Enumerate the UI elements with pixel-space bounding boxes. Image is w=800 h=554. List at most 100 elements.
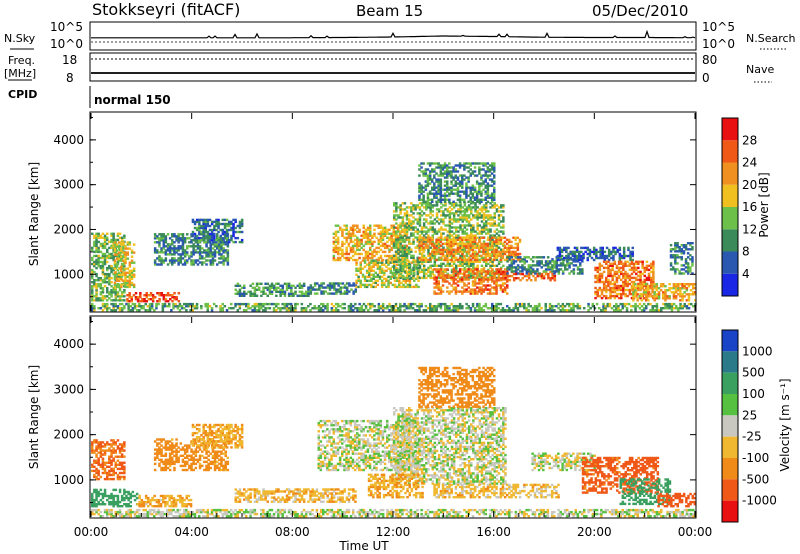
power-cell: [607, 282, 610, 286]
power-cell: [611, 290, 614, 294]
power-cell: [309, 288, 313, 291]
power-cell: [640, 299, 644, 302]
power-cell: [457, 264, 460, 267]
power-cell: [471, 238, 475, 242]
power-cell: [503, 240, 507, 244]
power-cell: [439, 272, 443, 275]
power-cell: [425, 230, 428, 233]
power-cell: [566, 268, 569, 271]
power-cell: [401, 234, 404, 237]
power-cell: [95, 260, 98, 264]
power-cell: [415, 277, 418, 280]
power-cell: [478, 248, 481, 252]
power-cell: [440, 226, 443, 229]
power-cell: [196, 237, 200, 240]
power-cell: [164, 239, 168, 242]
power-cell: [469, 240, 472, 244]
power-cell: [332, 258, 336, 262]
power-cell: [486, 278, 490, 281]
power-cell: [183, 241, 187, 244]
power-cell: [429, 266, 432, 270]
power-cell: [358, 242, 361, 246]
power-cell: [493, 182, 496, 185]
power-cell: [488, 174, 492, 177]
power-cell: [418, 264, 422, 267]
power-cell: [488, 164, 492, 167]
power-cell: [375, 224, 378, 227]
power-cell: [516, 252, 520, 256]
power-cell: [478, 182, 481, 185]
power-cell: [428, 174, 432, 177]
power-cell: [120, 275, 123, 278]
power-cell: [692, 287, 695, 290]
power-cell: [416, 244, 419, 247]
power-cell: [401, 222, 405, 225]
power-cell: [420, 186, 423, 189]
power-cell: [679, 299, 682, 302]
power-cell: [600, 292, 604, 296]
power-cell: [281, 284, 284, 287]
power-cell: [694, 293, 697, 296]
power-cell: [126, 241, 129, 244]
power-cell: [672, 248, 675, 251]
power-cell: [615, 288, 619, 292]
power-cell: [506, 276, 509, 279]
power-cell: [618, 246, 622, 250]
power-cell: [422, 246, 425, 250]
power-cell: [392, 230, 395, 233]
power-cell: [435, 238, 438, 242]
power-cell: [115, 285, 119, 289]
power-cell: [123, 264, 126, 268]
power-cell: [478, 236, 482, 239]
power-cell: [516, 246, 520, 250]
power-cell: [207, 255, 210, 258]
power-cell: [354, 258, 357, 262]
power-cell: [488, 288, 492, 291]
power-cell: [360, 242, 363, 246]
power-cell: [502, 226, 505, 229]
power-cell: [482, 182, 485, 185]
power-cell: [240, 240, 244, 244]
power-cell: [448, 224, 452, 227]
power-cell: [467, 286, 470, 289]
power-cell: [236, 290, 240, 293]
power-cell: [211, 253, 215, 256]
power-cell: [420, 256, 424, 259]
power-cell: [441, 164, 445, 167]
power-cell: [427, 270, 430, 274]
power-cell: [474, 208, 477, 211]
power-cell: [686, 272, 690, 275]
power-cell: [108, 240, 111, 244]
power-cell: [112, 234, 115, 237]
power-cell: [415, 267, 418, 270]
power-cell: [238, 294, 242, 297]
power-cell: [192, 245, 195, 248]
power-cell: [393, 256, 396, 259]
power-cell: [95, 234, 98, 237]
power-cell: [567, 252, 570, 256]
power-cell: [454, 248, 457, 252]
power-cell: [428, 170, 432, 173]
power-cell: [210, 238, 214, 242]
power-cell: [448, 238, 451, 242]
power-cell: [378, 261, 382, 264]
power-cell: [467, 260, 471, 263]
power-cell: [463, 274, 466, 277]
power-cell: [643, 266, 646, 270]
power-cell: [525, 256, 528, 259]
power-cell: [461, 272, 464, 276]
power-cell: [240, 218, 244, 222]
power-cell: [674, 260, 677, 263]
power-cell: [433, 194, 436, 197]
power-cell: [156, 241, 159, 244]
power-cell: [638, 295, 641, 298]
power-cell: [401, 274, 405, 278]
power-cell: [572, 270, 576, 273]
power-cell: [220, 249, 223, 252]
power-cell: [103, 258, 107, 262]
power-cell: [615, 270, 619, 274]
power-cell: [446, 274, 449, 277]
power-cell: [652, 262, 655, 265]
power-cell: [126, 267, 129, 270]
power-cell: [490, 236, 494, 239]
